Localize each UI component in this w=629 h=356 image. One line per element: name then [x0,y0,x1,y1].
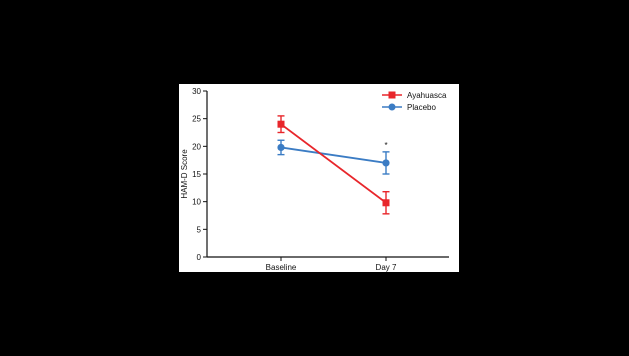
y-tick-label: 25 [192,115,201,124]
legend-marker [388,103,396,111]
y-tick-label: 0 [197,253,202,262]
data-point [382,159,390,167]
data-point [382,199,390,207]
legend-label: Ayahuasca [407,91,447,100]
y-tick-label: 15 [192,170,201,179]
data-point [277,143,285,152]
y-axis-title: HAM-D Score [180,149,189,199]
legend-label: Placebo [407,103,436,112]
x-tick-label: Baseline [266,263,297,272]
chart-panel: 0 5 10 15 20 25 30 Baseline Day 7 HAM-D Score * Aya… [179,84,459,272]
y-tick-label: 5 [197,225,202,234]
data-point [277,120,285,128]
significance-annotation: * [384,141,387,150]
y-tick-label: 20 [192,142,201,151]
y-tick-label: 30 [192,87,201,96]
y-tick-label: 10 [192,198,201,207]
series-line-ayahuasca [280,123,387,204]
legend-marker [388,91,396,99]
x-tick-label: Day 7 [376,263,397,272]
series-line-placebo [280,146,387,164]
line-chart: 0 5 10 15 20 25 30 Baseline Day 7 HAM-D Score * Aya… [180,87,449,272]
